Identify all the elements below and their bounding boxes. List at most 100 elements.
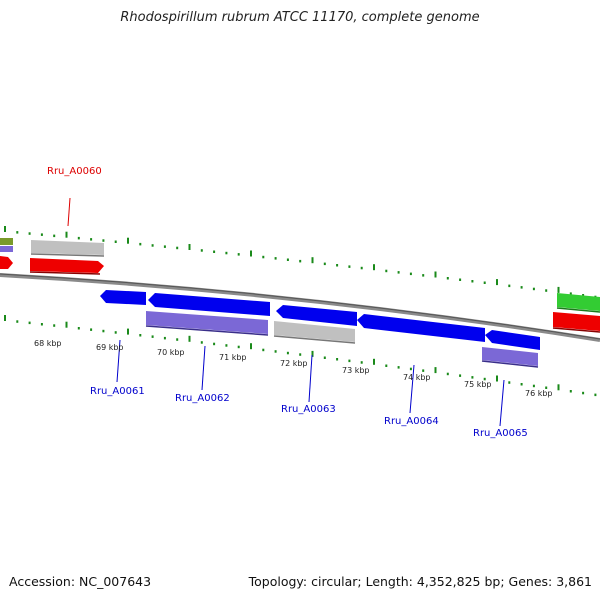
ruler-minor-tick [114, 331, 117, 334]
feature-olive[interactable] [0, 238, 13, 245]
outer-ring-minor-tick [446, 277, 449, 280]
outer-ring-minor-tick [176, 246, 179, 250]
ruler-minor-tick [299, 353, 302, 356]
gene-rru-a0063-grey[interactable] [274, 321, 355, 342]
ruler-minor-tick [520, 383, 523, 386]
ruler-label-76kbp: 76 kbp [525, 389, 553, 398]
ruler-minor-tick [225, 344, 228, 347]
feature-red-right[interactable] [553, 312, 600, 331]
ruler-minor-tick [397, 366, 400, 369]
ruler-minor-tick [446, 372, 449, 376]
ruler-minor-tick [53, 324, 56, 327]
ruler-label-68kbp: 68 kbp [34, 339, 62, 348]
ruler-minor-tick [200, 341, 203, 344]
ruler-label-70kbp: 70 kbp [157, 348, 185, 357]
outer-ring-major-tick [557, 286, 560, 293]
outer-ring-minor-tick [397, 271, 400, 274]
outer-ring-minor-tick [225, 251, 228, 255]
outer-ring-major-tick [434, 271, 437, 278]
outer-ring-minor-tick [508, 284, 511, 288]
genome-backbone [0, 273, 600, 342]
leader-rru-a0060 [67, 197, 71, 227]
ruler-minor-tick [545, 386, 548, 389]
outer-ring-minor-tick [274, 257, 277, 260]
ruler-major-tick [373, 358, 375, 365]
gene-label-rru-a0062[interactable]: Rru_A0062 [175, 393, 230, 404]
feature-rru-a0065-purple[interactable] [482, 347, 538, 366]
ruler-minor-tick [151, 335, 154, 338]
ruler-minor-tick [360, 361, 363, 364]
outer-ring-minor-tick [90, 238, 93, 241]
outer-ring-minor-tick [459, 278, 462, 281]
outer-ring-minor-tick [545, 289, 548, 292]
outer-ring-minor-tick [471, 280, 474, 283]
ruler-major-tick [65, 321, 68, 328]
ruler-minor-tick [176, 338, 179, 341]
cds-rru-a0065[interactable] [485, 330, 540, 350]
cds-rru-a0063[interactable] [276, 305, 357, 326]
ruler-major-tick [188, 335, 191, 342]
cds-rru-a0061[interactable] [100, 290, 146, 305]
outer-ring-major-tick [127, 237, 129, 244]
leader-rru-a0065 [499, 379, 505, 427]
outer-ring-major-tick [188, 244, 191, 250]
feature-red-left[interactable] [0, 256, 13, 269]
topology-text: Topology: circular; Length: 4,352,825 bp… [248, 574, 592, 589]
gene-label-rru-a0063[interactable]: Rru_A0063 [281, 404, 336, 415]
ruler-minor-tick [532, 384, 535, 388]
gene-label-rru-a0065[interactable]: Rru_A0065 [473, 428, 528, 439]
outer-ring-minor-tick [422, 274, 425, 277]
ruler-minor-tick [237, 345, 240, 349]
outer-ring-minor-tick [163, 245, 166, 248]
ruler-minor-tick [569, 390, 572, 393]
outer-ring-minor-tick [53, 234, 56, 238]
outer-ring-minor-tick [532, 287, 535, 291]
feature-rru-a0062-purple[interactable] [146, 311, 268, 334]
gene-label-rru-a0064[interactable]: Rru_A0064 [384, 416, 439, 427]
ruler-minor-tick [409, 367, 412, 371]
ruler-minor-tick [286, 351, 289, 355]
outer-tick-ring [4, 226, 597, 299]
ruler-tick-ring [4, 315, 597, 397]
ruler-major-tick [127, 328, 129, 335]
ruler-minor-tick [348, 359, 351, 363]
outer-ring-minor-tick [483, 281, 486, 284]
outer-ring-major-tick [496, 279, 498, 286]
ruler-minor-tick [90, 328, 93, 331]
gene-label-rru-a0060[interactable]: Rru_A0060 [47, 166, 102, 177]
outer-ring-major-tick [65, 231, 68, 238]
gene-rru-a0063-grey-shadow [273, 335, 356, 344]
outer-ring-major-tick [4, 226, 6, 232]
feature-purple-left[interactable] [0, 246, 13, 252]
ruler-major-tick [250, 343, 252, 350]
cds-rru-a0062[interactable] [148, 293, 270, 316]
gene-rru-a0060-grey-shadow [30, 253, 105, 257]
feature-rru-a0065-purple-shadow [481, 360, 539, 368]
outer-ring-minor-tick [28, 232, 31, 235]
ruler-minor-tick [323, 356, 326, 359]
ruler-minor-tick [262, 348, 265, 352]
outer-ring-minor-tick [520, 286, 523, 289]
outer-ring-minor-tick [151, 244, 154, 247]
feature-red-rru-a0060[interactable] [30, 258, 104, 273]
ruler-minor-tick [385, 364, 388, 367]
feature-green-right[interactable] [557, 293, 600, 311]
ruler-major-tick [434, 367, 437, 374]
ruler-major-tick [4, 315, 6, 321]
cds-rru-a0064[interactable] [357, 314, 485, 342]
ruler-minor-tick [422, 369, 425, 372]
feature-rru-a0062-purple-shadow [145, 325, 269, 336]
ruler-label-72kbp: 72 kbp [280, 359, 308, 368]
ruler-label-71kbp: 71 kbp [219, 353, 247, 362]
leader-rru-a0064 [409, 364, 415, 414]
outer-ring-minor-tick [40, 233, 43, 236]
outer-ring-major-tick [250, 250, 252, 257]
gene-label-rru-a0061[interactable]: Rru_A0061 [90, 386, 145, 397]
ruler-label-75kbp: 75 kbp [464, 380, 492, 389]
ruler-label-74kbp: 74 kbp [403, 373, 431, 382]
gene-rru-a0060-grey[interactable] [31, 240, 104, 255]
ruler-minor-tick [77, 327, 80, 330]
ruler-minor-tick [28, 321, 31, 325]
